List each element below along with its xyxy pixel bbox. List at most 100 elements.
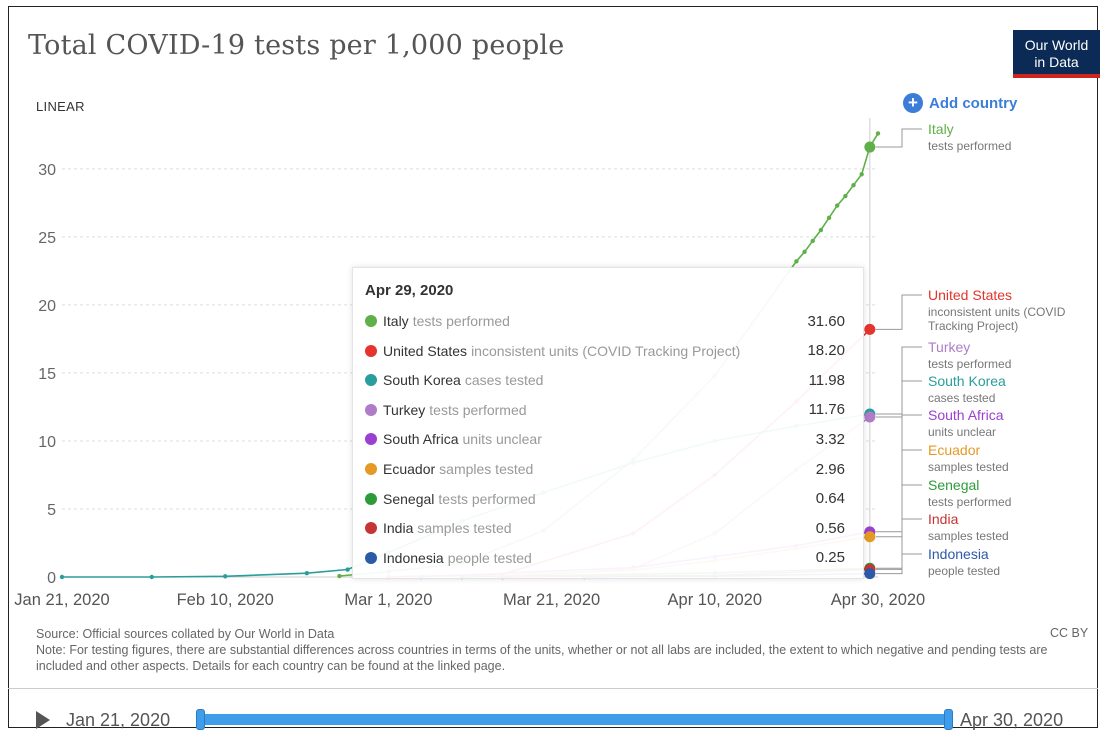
tooltip-country: South Korea <box>383 372 461 389</box>
series-color-dot <box>365 315 377 327</box>
legend-connector <box>875 553 922 575</box>
legend-connector <box>875 518 922 570</box>
tooltip-row: South Korea cases tested 11.98 <box>365 369 855 391</box>
legend-name[interactable]: India <box>928 511 959 527</box>
data-point <box>859 172 864 177</box>
data-point <box>875 131 881 136</box>
highlight-point <box>864 323 876 335</box>
tooltip-row: Indonesia people tested 0.25 <box>365 547 855 569</box>
legend-connector <box>875 414 922 533</box>
legend-metric: cases tested <box>928 391 996 405</box>
tooltip-metric: tests performed <box>429 401 527 418</box>
y-axis-ticks: 0 5 10 15 20 25 30 <box>38 162 56 587</box>
tooltip-country: Indonesia <box>383 549 444 566</box>
legend-metric: units unclear <box>928 425 997 439</box>
x-tick-label: Mar 21, 2020 <box>503 591 600 609</box>
highlight-point <box>864 531 876 543</box>
tooltip-metric: samples tested <box>439 461 534 477</box>
series-color-dot <box>365 551 377 564</box>
tooltip-country: Turkey <box>383 401 426 418</box>
series-color-dot <box>365 374 377 387</box>
timeline-end-handle[interactable] <box>944 709 953 730</box>
add-country-label: Add country <box>929 94 1018 112</box>
tooltip-row: United States inconsistent units (COVID T… <box>365 340 855 362</box>
tooltip-country: Senegal <box>383 490 435 507</box>
legend-name[interactable]: Turkey <box>928 339 971 355</box>
highlight-point <box>864 568 876 580</box>
hover-tooltip: Apr 29, 2020 Italy tests performed 31.60 Un… <box>352 267 864 579</box>
legend-connector <box>875 380 922 415</box>
data-point <box>802 249 807 255</box>
timeline-end-label: Apr 30, 2020 <box>960 710 1064 730</box>
data-point <box>304 570 309 576</box>
series-color-dot <box>365 463 377 475</box>
data-point <box>337 573 342 579</box>
legend-name[interactable]: Indonesia <box>928 546 989 562</box>
y-tick-label: 30 <box>38 162 56 179</box>
tooltip-country: India <box>383 520 414 537</box>
legend-connector <box>875 449 922 538</box>
legend-name[interactable]: South Korea <box>928 373 1006 389</box>
legend-metric: tests performed <box>928 495 1012 509</box>
legend-name[interactable]: Ecuador <box>928 442 981 458</box>
legend-metric: tests performed <box>928 139 1012 153</box>
timeline-start-handle[interactable] <box>196 709 205 730</box>
legend-connector <box>875 294 922 330</box>
data-point <box>818 227 824 233</box>
legend-name[interactable]: United States <box>928 287 1013 303</box>
x-tick-label: Apr 30, 2020 <box>831 591 926 609</box>
legend-name[interactable]: Italy <box>928 121 954 137</box>
tooltip-metric: samples tested <box>417 520 512 537</box>
timeline-slider-track[interactable] <box>200 714 948 725</box>
tooltip-row: South Africa units unclear 3.32 <box>365 428 855 450</box>
series-color-dot <box>365 433 377 446</box>
legend-name[interactable]: Senegal <box>928 477 980 493</box>
data-point <box>826 215 832 220</box>
y-tick-label: 25 <box>38 230 56 247</box>
legend-metric: tests performed <box>928 357 1012 371</box>
legend-metric: samples tested <box>928 460 1009 474</box>
highlight-point <box>864 411 876 423</box>
y-tick-label: 20 <box>38 298 56 315</box>
y-tick-label: 15 <box>38 366 56 383</box>
tooltip-value: 11.98 <box>808 371 845 389</box>
x-tick-label: Mar 1, 2020 <box>344 591 432 609</box>
data-point <box>345 567 350 572</box>
tooltip-metric: inconsistent units (COVID Tracking Proje… <box>471 342 741 359</box>
legend-connector <box>875 484 922 569</box>
legend-connector <box>875 128 922 148</box>
tooltip-date: Apr 29, 2020 <box>365 282 454 299</box>
tooltip-row: India samples tested 0.56 <box>365 517 855 539</box>
legend-connectors <box>875 128 922 575</box>
tooltip-country: South Africa <box>383 431 459 448</box>
tooltip-metric: cases tested <box>464 372 544 389</box>
scale-toggle-button[interactable]: LINEAR <box>36 99 85 114</box>
tooltip-row: Ecuador samples tested 2.96 <box>365 458 855 480</box>
data-point <box>223 574 228 579</box>
legend-metric: inconsistent units (COVID Tracking Proje… <box>928 305 1066 333</box>
legend-name[interactable]: South Africa <box>928 407 1004 423</box>
data-point <box>843 193 848 199</box>
tooltip-value: 2.96 <box>815 460 845 478</box>
tooltip-metric: tests performed <box>438 490 536 507</box>
data-point <box>59 574 65 580</box>
tooltip-value: 0.56 <box>815 519 845 537</box>
x-tick-label: Jan 21, 2020 <box>14 591 109 609</box>
tooltip-value: 11.76 <box>808 401 845 419</box>
license-link[interactable]: CC BY <box>1050 626 1089 640</box>
y-tick-label: 0 <box>47 570 56 587</box>
tooltip-row: Senegal tests performed 0.64 <box>365 488 855 510</box>
tooltip-value: 0.64 <box>815 490 845 508</box>
x-tick-label: Apr 10, 2020 <box>668 591 763 609</box>
tooltip-metric: tests performed <box>412 313 510 329</box>
logo-line2: in Data <box>1034 54 1079 70</box>
logo-line1: Our World <box>1024 37 1089 53</box>
series-color-dot <box>365 492 377 505</box>
play-icon[interactable] <box>36 711 50 729</box>
data-point <box>851 182 856 188</box>
x-tick-label: Feb 10, 2020 <box>177 591 274 609</box>
add-country-button[interactable]: + Add country <box>903 93 1017 113</box>
legend-metric: samples tested <box>928 529 1009 543</box>
y-tick-label: 5 <box>47 502 56 519</box>
owid-logo[interactable]: Our World in Data <box>1013 30 1100 78</box>
